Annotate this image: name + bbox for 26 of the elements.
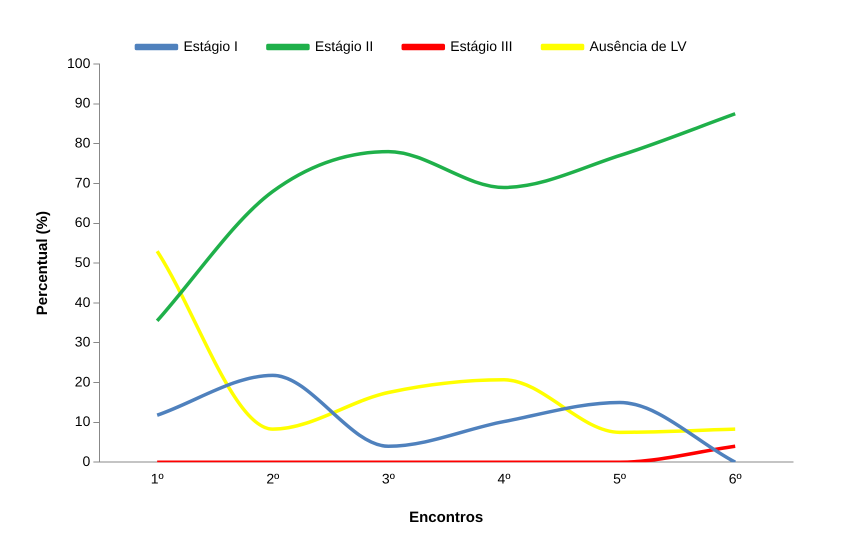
y-tick-label: 80 [74, 134, 91, 150]
y-tick-label: 60 [74, 214, 91, 230]
y-tick-label: 20 [74, 373, 91, 390]
line-series [155, 249, 737, 434]
y-tick-label: 10 [74, 413, 91, 430]
legend-label: Estágio III [450, 38, 513, 54]
line-series [155, 374, 737, 462]
y-tick-label: 70 [74, 174, 91, 190]
x-tick-label: 1º [150, 470, 164, 486]
y-tick-label: 90 [74, 94, 91, 111]
y-tick-label: 40 [74, 294, 91, 310]
x-axis-title: Encontros [409, 509, 484, 526]
y-tick-label: 50 [74, 254, 91, 270]
x-tick-label: 3º [382, 470, 395, 486]
y-tick-label: 30 [74, 334, 91, 350]
line-series [155, 112, 737, 323]
x-tick-label: 2º [266, 470, 280, 486]
y-tick-label: 0 [82, 453, 91, 470]
y-axis-title: Percentual (%) [34, 211, 52, 316]
legend-label: Estágio I [183, 38, 238, 54]
legend-label: Ausência de LV [590, 38, 688, 54]
x-tick-label: 4º [498, 470, 510, 486]
x-tick-label: 5º [613, 470, 626, 486]
y-tick-label: 100 [67, 54, 91, 71]
legend-label: Estágio II [314, 38, 374, 54]
x-tick-label: 6º [728, 470, 742, 486]
